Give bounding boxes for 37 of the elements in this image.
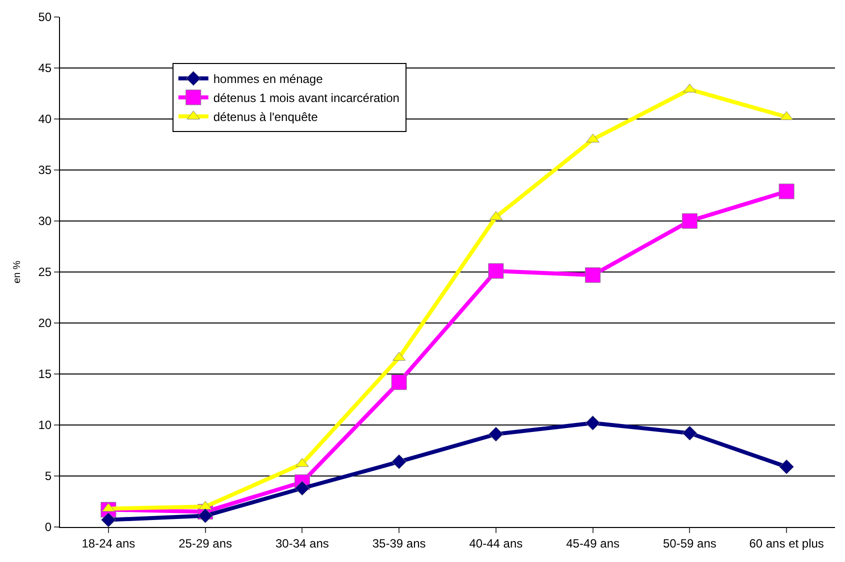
point: [101, 512, 116, 527]
point: [585, 416, 600, 430]
point: [778, 184, 794, 200]
legend-label: détenus à l'enquête: [213, 110, 318, 124]
point: [488, 426, 504, 442]
point: [682, 213, 698, 229]
y-tick-label: 15: [38, 367, 52, 382]
point: [294, 480, 310, 496]
y-tick-label: 45: [38, 61, 52, 76]
y-tick-label: 10: [38, 418, 52, 432]
point: [198, 508, 213, 524]
y-tick-label: 5: [44, 469, 52, 484]
x-tick-label: 25-29 ans: [178, 536, 232, 550]
point: [198, 500, 212, 510]
point: [682, 426, 698, 441]
x-tick-label: 18-24 ans: [82, 536, 136, 550]
y-tick-label: 35: [38, 163, 52, 178]
x-tick-label: 30-34 ans: [276, 536, 329, 550]
point: [488, 263, 504, 279]
point: [779, 459, 794, 474]
y-axis-title: en %: [12, 260, 24, 284]
x-tick-label: 45-49 ans: [566, 536, 620, 550]
point: [392, 454, 406, 470]
point: [585, 267, 601, 283]
y-tick-label: 40: [38, 112, 52, 126]
x-tick-label: 35-39 ans: [372, 536, 426, 550]
y-tick-label: 20: [38, 316, 52, 330]
legend-label: détenus 1 mois avant incarcération: [213, 91, 400, 106]
legend-label: hommes en ménage: [213, 72, 324, 86]
x-tick-label: 50-59 ans: [663, 536, 716, 550]
point: [391, 374, 407, 390]
y-tick-label: 50: [38, 10, 52, 24]
y-tick-label: 30: [38, 214, 52, 228]
x-tick-label: 40-44 ans: [469, 536, 523, 550]
y-tick-label: 0: [44, 520, 52, 534]
y-tick-label: 25: [38, 265, 52, 280]
x-tick-label: 60 ans et plus: [749, 536, 824, 550]
